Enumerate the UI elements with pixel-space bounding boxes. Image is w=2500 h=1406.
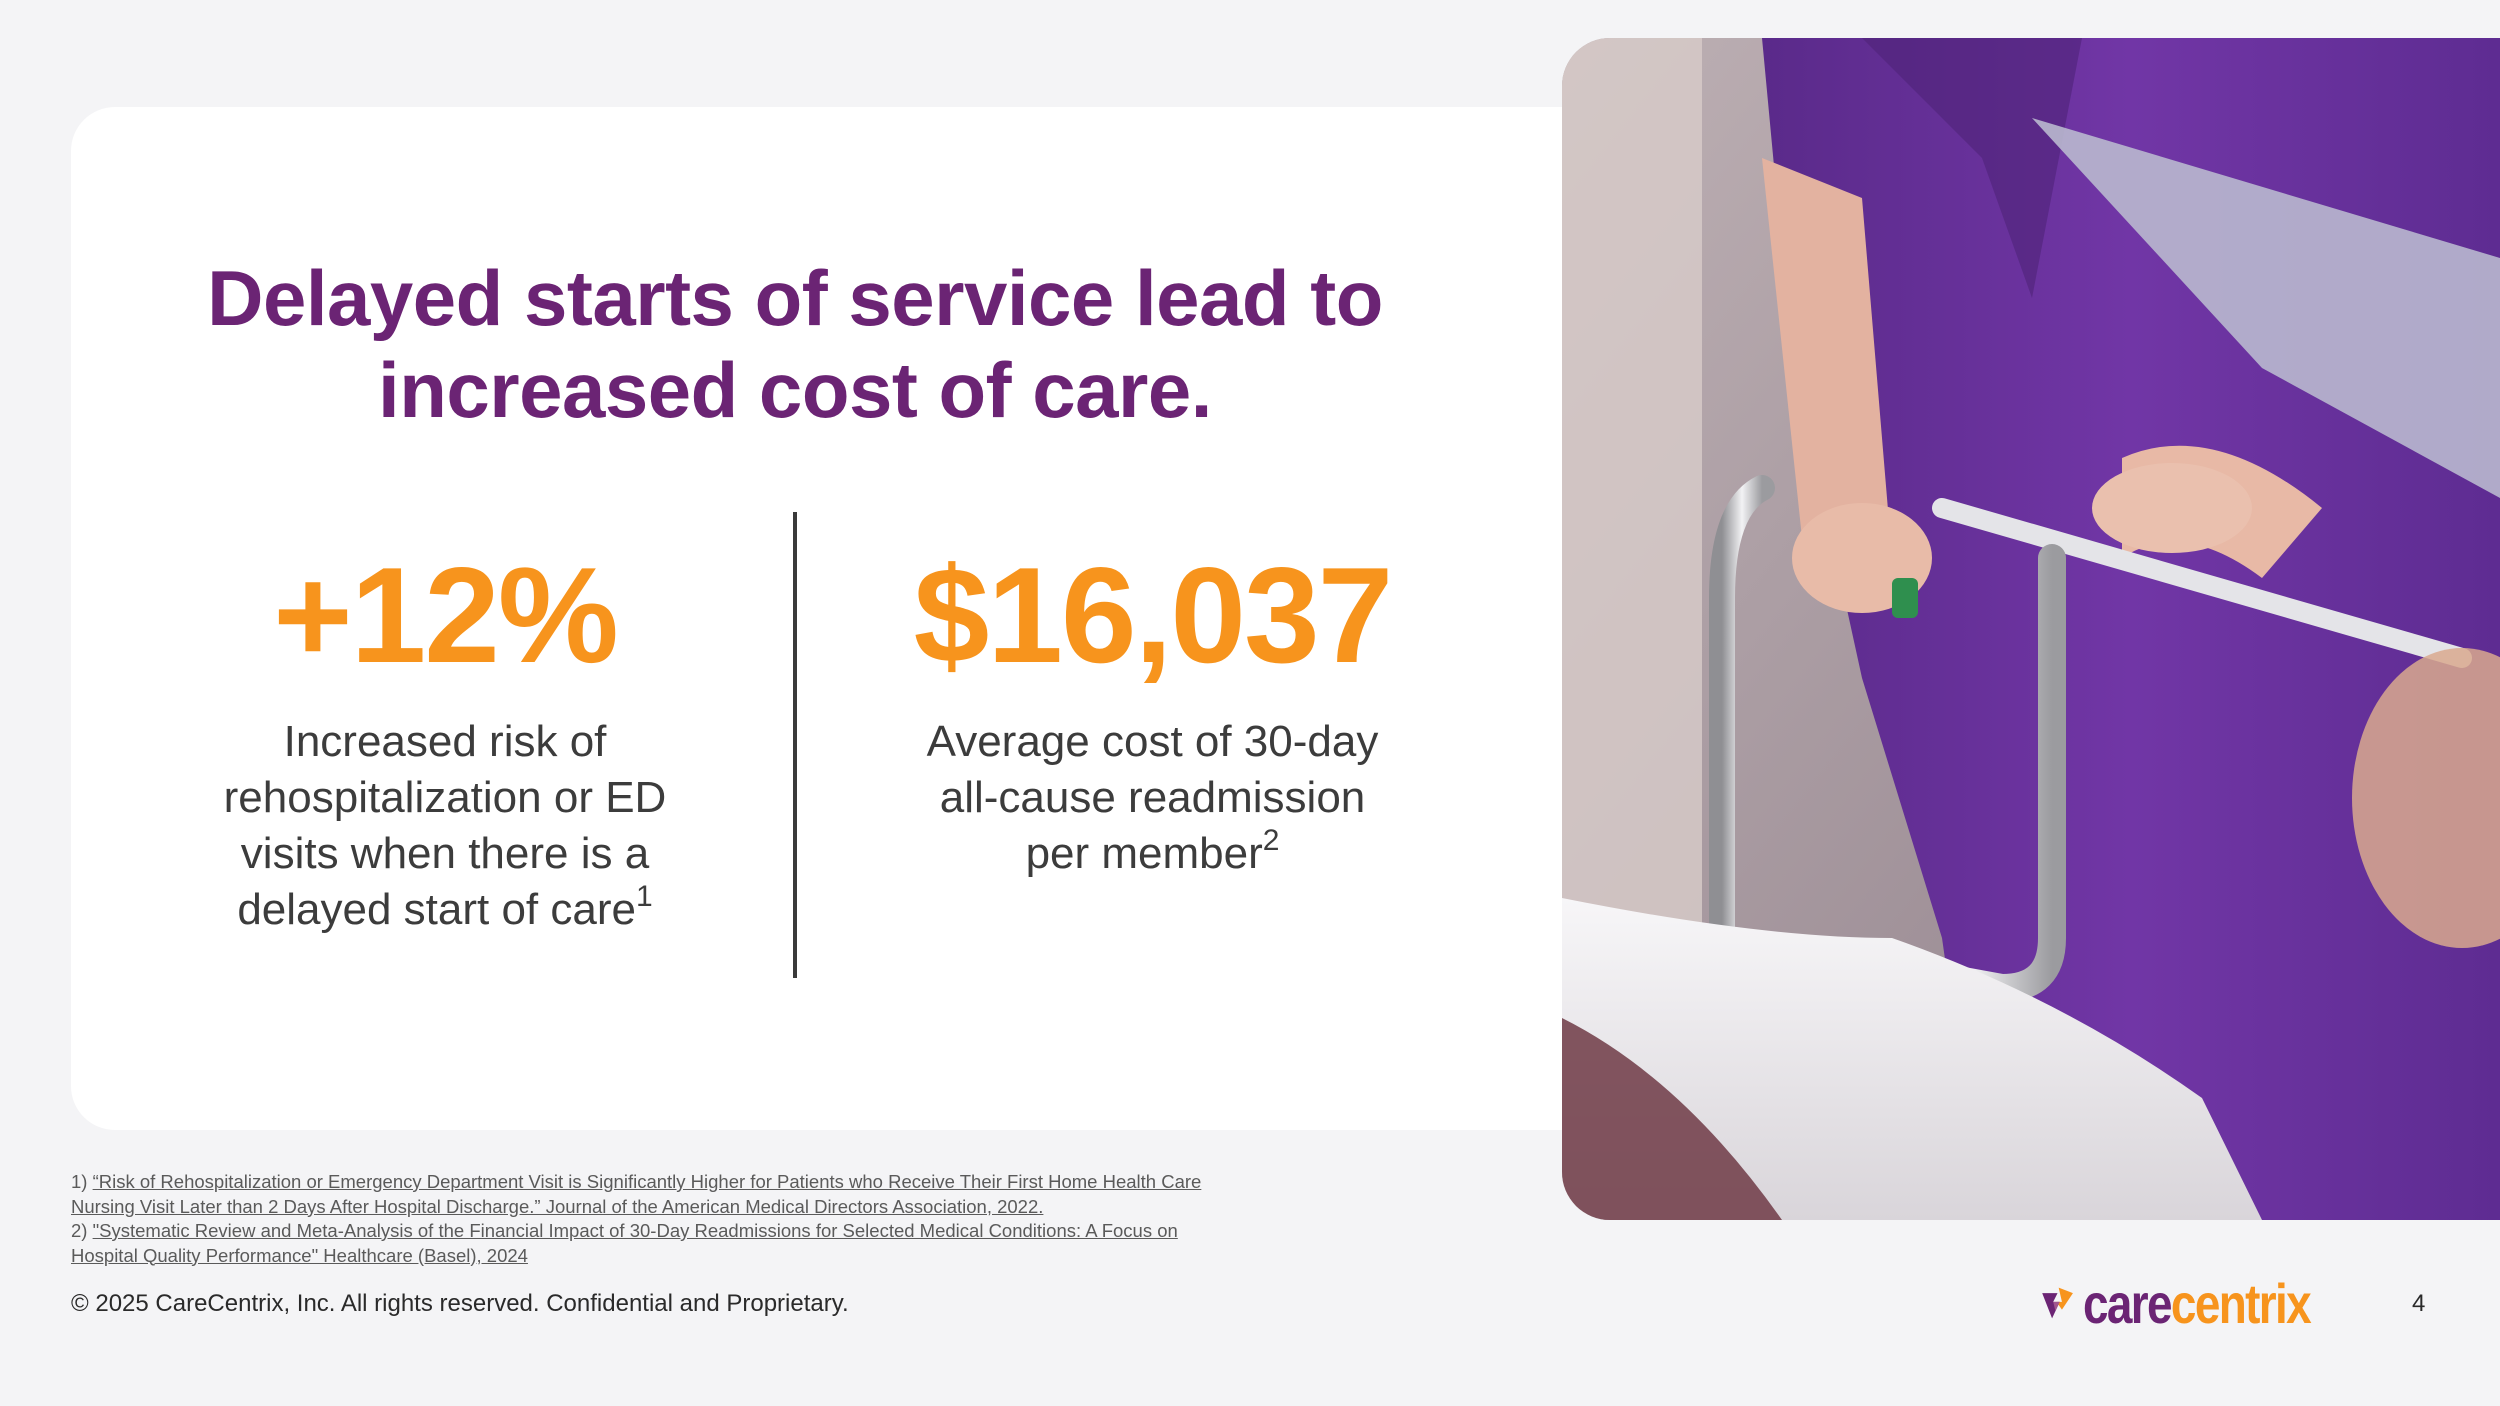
footnote-link-2[interactable]: "Systematic Review and Meta-Analysis of … <box>92 1220 1178 1241</box>
stat-desc-line: all-cause readmission <box>939 773 1366 822</box>
stat-desc-line: Average cost of 30-day <box>926 717 1379 766</box>
stat-desc-line: visits when there is a <box>240 829 650 878</box>
footnote-2: 2) "Systematic Review and Meta-Analysis … <box>71 1219 1321 1244</box>
copyright-text: © 2025 CareCentrix, Inc. All rights rese… <box>71 1290 849 1317</box>
logo-wordmark-care: care <box>2083 1271 2173 1335</box>
stat-divider <box>793 512 797 978</box>
page-number: 4 <box>2412 1290 2426 1317</box>
footnote-marker: 1 <box>635 880 653 913</box>
title-line-1: Delayed starts of service lead to <box>207 254 1383 342</box>
stat-description-risk: Increased risk of rehospitalization or E… <box>160 714 730 938</box>
slide-title: Delayed starts of service lead to increa… <box>120 252 1470 436</box>
footnote-number: 2) <box>71 1220 88 1241</box>
footnote-link-1-cont[interactable]: Nursing Visit Later than 2 Days After Ho… <box>71 1195 1044 1217</box>
carecentrix-logo: carecentrix <box>2040 1268 2360 1338</box>
stat-desc-line: rehospitalization or ED <box>223 773 667 822</box>
stat-desc-line: per member2 <box>860 826 1445 882</box>
footnotes: 1) “Risk of Rehospitalization or Emergen… <box>71 1170 1321 1268</box>
stat-desc-text: per member <box>1025 829 1263 878</box>
stat-desc-line: Increased risk of <box>283 717 607 766</box>
footnote-marker: 2 <box>1262 824 1280 857</box>
stat-value-cost: $16,037 <box>913 539 1394 691</box>
footnote-number: 1) <box>71 1171 88 1192</box>
stat-desc-line: delayed start of care1 <box>160 882 730 938</box>
footnote-1: 1) “Risk of Rehospitalization or Emergen… <box>71 1170 1321 1195</box>
carecentrix-heart-logo-icon <box>2042 1287 2073 1319</box>
nurse-with-hospital-bed-photo <box>1562 38 2500 1220</box>
stat-description-cost: Average cost of 30-day all-cause readmis… <box>860 714 1445 882</box>
logo-wordmark-centrix: centrix <box>2171 1271 2312 1335</box>
logo-wordmark: carecentrix <box>2083 1271 2312 1336</box>
footnote-link-1[interactable]: “Risk of Rehospitalization or Emergency … <box>92 1171 1202 1192</box>
footnote-link-2-cont[interactable]: Hospital Quality Performance" Healthcare… <box>71 1244 528 1266</box>
title-line-2: increased cost of care. <box>378 346 1212 434</box>
stat-desc-text: delayed start of care <box>237 885 636 934</box>
content-card <box>71 107 1671 1130</box>
stat-value-risk: +12% <box>273 539 619 691</box>
